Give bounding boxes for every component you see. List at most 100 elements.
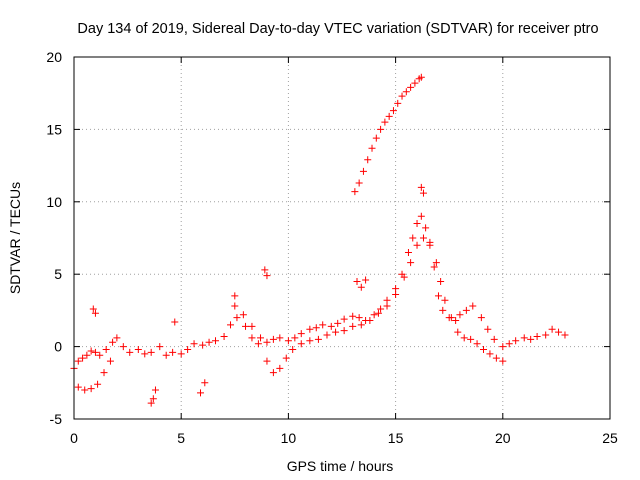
data-point-marker [100, 369, 108, 377]
data-point-marker [357, 321, 365, 329]
data-point-marker [417, 212, 425, 220]
data-point-marker [422, 224, 430, 232]
data-point-marker [257, 334, 265, 342]
data-point-marker [340, 327, 348, 335]
data-point-marker [340, 315, 348, 323]
data-point-marker [432, 259, 440, 267]
data-point-marker [327, 322, 335, 330]
outliers-series [89, 183, 427, 407]
data-point-marker [437, 277, 445, 285]
data-point-marker [555, 328, 563, 336]
data-point-marker [484, 325, 492, 333]
data-point-marker [349, 312, 357, 320]
data-point-marker [156, 343, 164, 351]
data-point-marker [248, 334, 256, 342]
data-point-marker [332, 328, 340, 336]
data-point-marker [233, 314, 241, 322]
data-point-marker [417, 73, 425, 81]
data-point-marker [119, 343, 127, 351]
data-point-marker [413, 241, 421, 249]
axis-ticks: 0 5 10 15 20 25 -5 0 5 10 15 20 [46, 49, 618, 446]
data-point-marker [434, 292, 442, 300]
data-point-marker [74, 383, 82, 391]
data-point-marker [419, 189, 427, 197]
data-point-marker [409, 234, 417, 242]
data-point-marker [469, 302, 477, 310]
data-point-marker [447, 314, 455, 322]
data-point-marker [377, 305, 385, 313]
data-point-marker [269, 335, 277, 343]
y-axis-label: SDTVAR / TECUs [7, 182, 23, 294]
data-point-marker [372, 134, 380, 142]
y-tick-label: 0 [54, 339, 62, 355]
data-point-marker [106, 357, 114, 365]
data-point-marker [91, 348, 99, 356]
x-tick-label: 15 [388, 430, 404, 446]
data-point-marker [126, 348, 134, 356]
data-point-marker [199, 341, 207, 349]
data-point-marker [79, 354, 87, 362]
data-point-marker [477, 314, 485, 322]
data-point-marker [89, 305, 97, 313]
data-point-marker [359, 167, 367, 175]
data-point-marker [492, 354, 500, 362]
data-point-marker [184, 345, 192, 353]
data-point-marker [402, 88, 410, 96]
data-point-marker [269, 369, 277, 377]
data-point-marker [109, 338, 117, 346]
data-point-marker [419, 234, 427, 242]
x-tick-label: 5 [177, 430, 185, 446]
data-point-marker [334, 319, 342, 327]
data-point-marker [374, 309, 382, 317]
data-point-marker [486, 350, 494, 358]
data-point-marker [297, 340, 305, 348]
data-point-marker [392, 290, 400, 298]
data-point-marker [134, 345, 142, 353]
data-point-marker [467, 335, 475, 343]
data-point-marker [276, 334, 284, 342]
data-point-marker [404, 248, 412, 256]
data-point-marker [417, 183, 425, 191]
data-point-marker [171, 318, 179, 326]
data-point-marker [74, 357, 82, 365]
data-point-marker [452, 317, 460, 325]
data-point-marker [441, 296, 449, 304]
data-point-marker [413, 220, 421, 228]
data-point-marker [381, 118, 389, 126]
data-point-marker [527, 335, 535, 343]
data-point-marker [263, 357, 271, 365]
data-point-marker [323, 331, 331, 339]
data-point-marker [357, 283, 365, 291]
data-point-marker [196, 389, 204, 397]
data-point-marker [512, 337, 520, 345]
data-point-marker [91, 309, 99, 317]
data-point-marker [561, 331, 569, 339]
data-point-marker [383, 302, 391, 310]
upper-branch-series [351, 73, 425, 196]
data-point-marker [312, 324, 320, 332]
data-point-marker [284, 337, 292, 345]
data-point-marker [147, 348, 155, 356]
data-point-marker [394, 99, 402, 107]
data-point-marker [355, 179, 363, 187]
grid-lines [74, 57, 610, 419]
data-point-marker [87, 385, 95, 393]
data-point-marker [231, 292, 239, 300]
data-point-marker [349, 322, 357, 330]
data-point-marker [151, 386, 159, 394]
data-point-marker [169, 348, 177, 356]
main-trace-series [70, 212, 569, 372]
data-point-marker [263, 338, 271, 346]
data-point-marker [460, 334, 468, 342]
data-point-marker [201, 379, 209, 387]
y-tick-label: 15 [46, 121, 62, 137]
data-point-marker [227, 321, 235, 329]
data-point-marker [81, 386, 89, 394]
x-axis-label: GPS time / hours [287, 458, 394, 474]
data-point-marker [364, 156, 372, 164]
data-point-marker [473, 340, 481, 348]
chart-title: Day 134 of 2019, Sidereal Day-to-day VTE… [77, 21, 598, 37]
data-point-marker [411, 79, 419, 87]
data-point-marker [282, 354, 290, 362]
data-point-marker [462, 306, 470, 314]
